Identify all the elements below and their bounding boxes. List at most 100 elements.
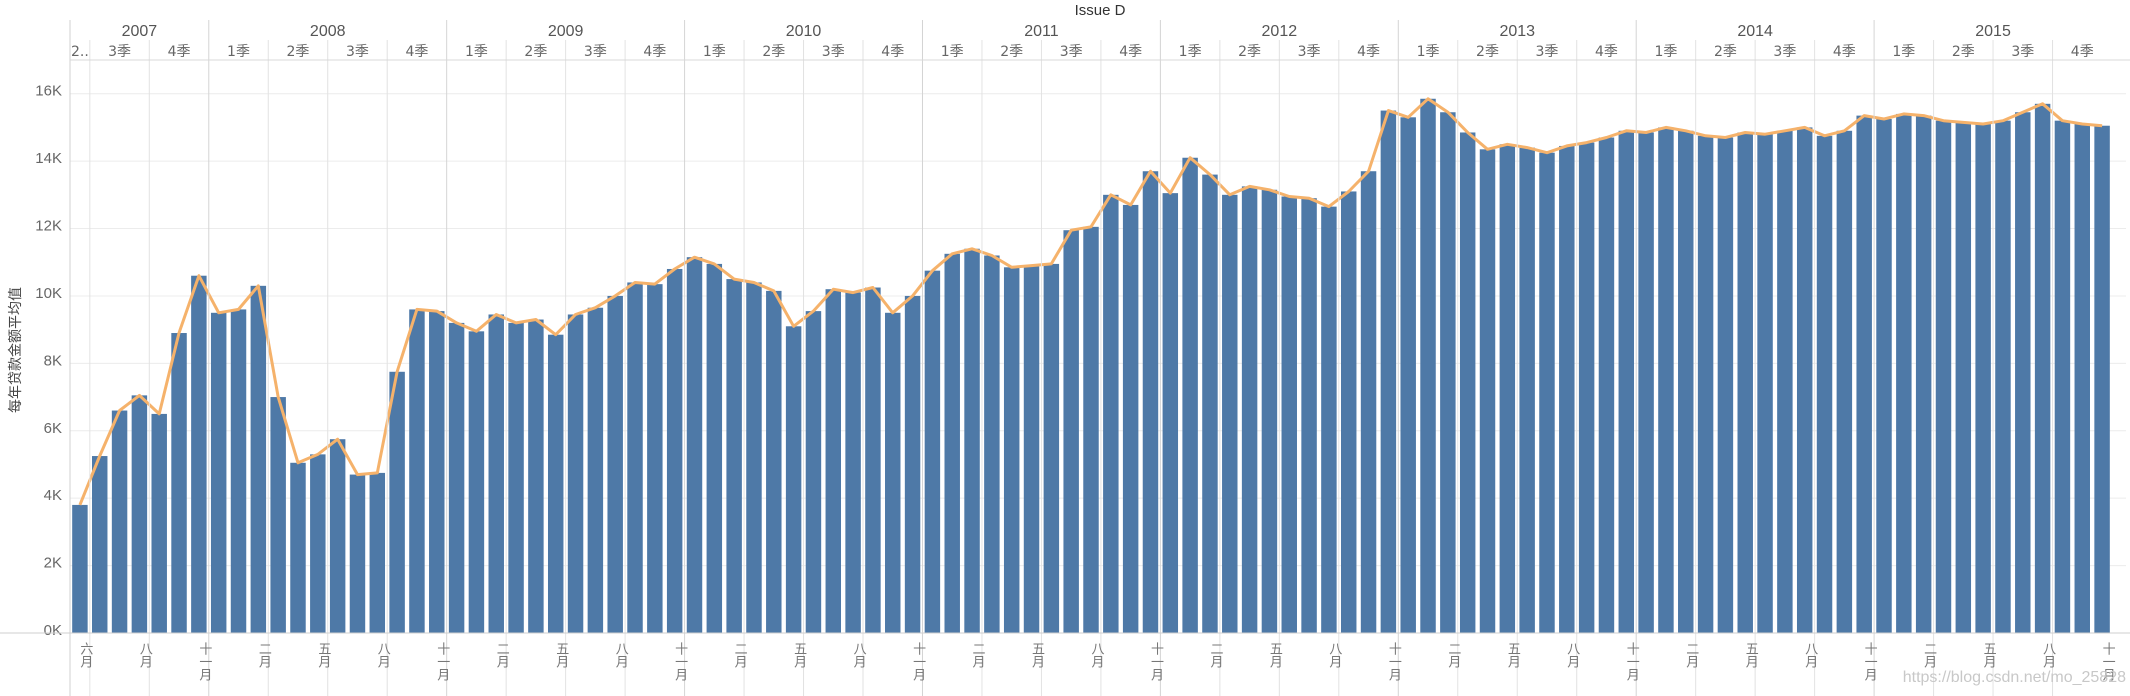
bar: [270, 397, 286, 633]
month-label: 十一月: [434, 642, 450, 682]
bar: [1757, 134, 1773, 633]
quarter-label: 3季: [1298, 44, 1321, 60]
bar: [210, 312, 227, 633]
year-label: 2009: [548, 23, 584, 40]
bar: [1142, 171, 1159, 633]
bar: [1737, 132, 1753, 633]
trend-line-path: [78, 97, 2103, 506]
quarter-label: 3季: [1060, 44, 1083, 60]
month-label: 十一月: [196, 642, 212, 682]
bar: [924, 270, 941, 633]
bar: [1063, 230, 1079, 633]
bar: [1340, 191, 1357, 633]
quarter-label: 2季: [1952, 44, 1975, 60]
quarter-label: 4季: [643, 44, 666, 60]
bar: [111, 410, 128, 633]
y-tick-label: 14K: [35, 150, 62, 167]
bar: [290, 462, 306, 633]
bar: [508, 322, 524, 633]
bar: [349, 474, 366, 633]
quarter-label: 1季: [1417, 44, 1440, 60]
month-label: 六月: [77, 642, 93, 669]
month-label: 五月: [1029, 642, 1045, 669]
month-label: 二月: [970, 642, 986, 669]
bar: [1321, 206, 1337, 633]
quarter-label: 3季: [108, 44, 131, 60]
year-label: 2011: [1024, 23, 1059, 40]
month-label: 二月: [1445, 642, 1461, 669]
y-tick-label: 10K: [35, 285, 62, 302]
year-label: 2008: [310, 23, 346, 40]
year-label: 2010: [786, 23, 822, 40]
bar: [1420, 98, 1436, 633]
month-label: 二月: [1921, 642, 1937, 669]
month-label: 八月: [1564, 642, 1580, 669]
bar: [805, 311, 822, 633]
bar: [2015, 112, 2031, 633]
quarter-label: 2季: [524, 44, 547, 60]
bar: [587, 307, 604, 633]
y-axis-label: 每年贷款金额平均值: [8, 287, 24, 413]
bar: [1360, 171, 1377, 633]
month-label: 二月: [256, 642, 272, 669]
month-label: 八月: [137, 642, 153, 669]
bar: [1777, 130, 1793, 633]
bar: [1400, 117, 1416, 634]
quarter-label: 3季: [584, 44, 607, 60]
quarter-label: 1季: [1179, 44, 1202, 60]
bar: [1559, 145, 1575, 633]
quarter-label: 1季: [227, 44, 250, 60]
watermark: https://blog.csdn.net/mo_25828: [1903, 669, 2126, 686]
quarter-label: 3季: [2011, 44, 2034, 60]
y-tick-label: 2K: [44, 555, 62, 572]
bar: [1955, 122, 1972, 633]
quarter-label: 4季: [1595, 44, 1618, 60]
y-tick-label: 4K: [44, 487, 62, 504]
quarter-label: 2..: [71, 44, 89, 60]
bar: [191, 275, 207, 633]
bar: [310, 454, 326, 633]
bar: [845, 292, 861, 633]
bar: [944, 253, 960, 633]
bar: [1995, 120, 2011, 633]
bar: [1598, 137, 1615, 633]
bar: [1539, 152, 1555, 634]
bar: [726, 279, 742, 633]
month-label: 二月: [494, 642, 510, 669]
year-label: 2013: [1499, 23, 1535, 40]
year-label: 2012: [1262, 23, 1298, 40]
quarter-label: 3季: [346, 44, 369, 60]
bar: [1440, 112, 1456, 633]
bar: [1856, 115, 1872, 634]
y-axis: 0K 2K 4K 6K 8K 10K 12K 14K 16K: [0, 20, 2130, 696]
month-label: 十一月: [1862, 642, 1878, 682]
month-label: 十一月: [1624, 642, 1640, 682]
month-label: 十一月: [1386, 642, 1402, 682]
quarter-label: 2季: [287, 44, 310, 60]
bar: [1003, 267, 1020, 633]
bar: [1678, 130, 1694, 633]
bar: [151, 413, 167, 633]
year-label: 2014: [1737, 23, 1773, 40]
quarter-label: 1季: [941, 44, 964, 60]
bar: [1915, 115, 1932, 634]
month-label: 二月: [1207, 642, 1223, 669]
quarter-label: 3季: [1536, 44, 1559, 60]
month-label: 五月: [1267, 642, 1283, 669]
bar: [1043, 263, 1060, 633]
bar: [547, 334, 564, 633]
month-label: 十一月: [910, 642, 926, 682]
month-label: 二月: [732, 642, 748, 669]
month-label: 十一月: [1148, 642, 1164, 682]
quarter-label: 4季: [168, 44, 191, 60]
bar: [409, 309, 425, 633]
quarter-label: 2季: [1714, 44, 1737, 60]
bar: [666, 268, 683, 633]
month-label: 五月: [553, 642, 569, 669]
bar: [1222, 194, 1238, 633]
bars: [72, 98, 2110, 634]
bar: [1578, 142, 1595, 633]
bar: [528, 319, 544, 633]
bar: [92, 456, 108, 633]
month-label: 五月: [315, 642, 331, 669]
